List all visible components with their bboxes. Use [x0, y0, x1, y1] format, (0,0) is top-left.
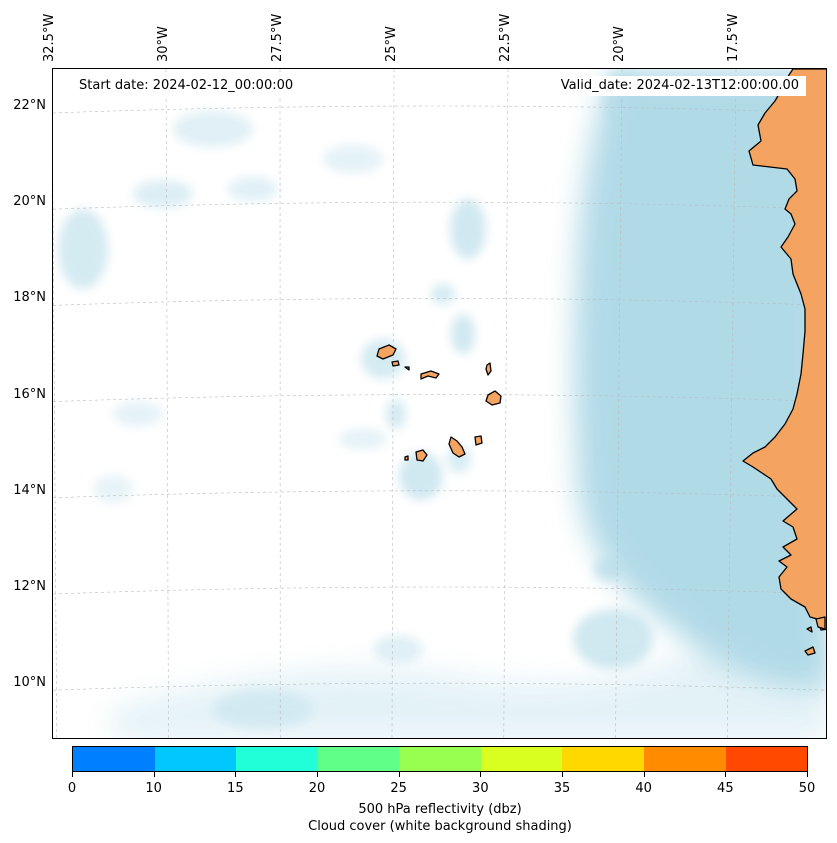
colorbar-segment — [73, 747, 155, 771]
island-boa-vista — [485, 390, 502, 406]
colorbar-tick-label: 35 — [553, 781, 571, 796]
cloud-patch — [431, 284, 455, 304]
cloud-patch — [213, 689, 313, 729]
colorbar-tick-mark — [807, 772, 808, 777]
parallel-line — [53, 586, 826, 595]
cloud-cover-shading — [58, 69, 826, 738]
colorbar-segment — [480, 747, 563, 771]
map-panel[interactable] — [52, 68, 827, 739]
colorbar-subtitle: Cloud cover (white background shading) — [308, 819, 572, 834]
longitude-label: 30°W — [156, 26, 171, 62]
graticule — [53, 69, 826, 738]
valid-date-label: Valid_date: 2024-02-13T12:00:00.00 — [553, 76, 806, 96]
cloud-patch — [323, 145, 383, 173]
parallel-line — [53, 201, 826, 210]
island-santo-antao — [376, 344, 397, 360]
colorbar-segment — [725, 747, 808, 771]
colorbar-segment — [236, 747, 318, 771]
cloud-patch — [93, 475, 133, 503]
cloud-patch — [451, 314, 475, 354]
latitude-label: 20°N — [13, 194, 46, 210]
longitude-label: 25°W — [384, 26, 399, 62]
longitude-label: 22.5°W — [498, 13, 513, 62]
colorbar-tick-label: 50 — [798, 781, 816, 796]
cloud-patch — [113, 402, 163, 426]
island-sal — [485, 362, 492, 376]
cloud-patch — [58, 209, 108, 289]
colorbar-segment — [643, 747, 726, 771]
latitude-label: 22°N — [13, 98, 46, 113]
colorbar-tick-mark — [72, 772, 73, 777]
colorbar-tick-mark — [398, 772, 400, 777]
africa-coastline — [742, 69, 826, 631]
cloud-patch — [386, 399, 406, 429]
longitude-label: 20°W — [612, 26, 627, 62]
longitude-label: 17.5°W — [726, 13, 741, 62]
longitude-label: 27.5°W — [270, 13, 285, 62]
colorbar-segment — [562, 747, 644, 771]
colorbar-tick-mark — [153, 772, 155, 777]
meridian-line — [615, 69, 623, 738]
longitude-label: 32.5°W — [42, 13, 57, 62]
colorbar-tick-mark — [317, 772, 318, 777]
island-santiago — [448, 436, 466, 458]
island-bijagos-1 — [804, 646, 816, 656]
parallel-line — [53, 105, 826, 114]
colorbar-tick-mark — [480, 772, 482, 777]
colorbar-tick-mark — [725, 772, 727, 777]
colorbar-tick-label: 20 — [308, 781, 326, 796]
colorbar-tick-label: 25 — [390, 781, 407, 796]
cloud-band-east — [574, 69, 826, 689]
parallel-line — [53, 490, 826, 499]
latitude-label: 16°N — [13, 386, 46, 402]
parallel-line — [53, 298, 826, 306]
land-masses — [376, 69, 826, 656]
meridian-line — [165, 69, 169, 738]
island-brava — [404, 455, 409, 461]
start-date-label: Start date: 2024-02-12_00:00:00 — [72, 76, 301, 96]
meridian-line — [53, 167, 58, 738]
meridian-line — [391, 69, 395, 738]
island-sao-nicolau — [420, 370, 440, 380]
colorbar-tick-mark — [643, 772, 645, 777]
meridian-line — [503, 69, 509, 738]
colorbar-segment — [154, 747, 237, 771]
colorbar-tick-label: 0 — [67, 781, 77, 796]
map-canvas — [53, 69, 826, 738]
cloud-patch — [573, 609, 653, 669]
latitude-label: 10°N — [13, 675, 46, 691]
colorbar-tick-label: 40 — [635, 781, 652, 796]
colorbar-tick-mark — [562, 772, 563, 777]
colorbar-segment — [317, 747, 400, 771]
island-bijagos-3 — [815, 616, 826, 630]
colorbar-tick-label: 10 — [145, 781, 162, 796]
colorbar-tick-label: 15 — [227, 781, 244, 796]
colorbar-tick-label: 30 — [472, 781, 489, 796]
colorbar-tick-label: 45 — [717, 781, 734, 796]
cloud-patch — [173, 111, 253, 147]
cloud-patch — [339, 429, 387, 449]
cloud-patch — [373, 635, 423, 663]
cloud-patch — [450, 199, 486, 259]
meridian-line — [726, 69, 737, 738]
colorbar-title: 500 hPa reflectivity (dbz) — [358, 802, 522, 817]
cloud-patch — [399, 452, 443, 500]
latitude-label: 12°N — [13, 579, 46, 594]
colorbar-tick-mark — [235, 772, 237, 777]
island-maio — [474, 435, 483, 446]
cloud-patch — [228, 177, 278, 201]
colorbar — [72, 746, 808, 772]
latitude-label: 18°N — [13, 290, 46, 306]
colorbar-segment — [399, 747, 481, 771]
cloud-patch — [593, 557, 623, 581]
parallel-line — [53, 682, 826, 691]
island-sao-vicente — [391, 360, 400, 367]
cloud-patch — [133, 180, 193, 208]
latitude-label: 14°N — [13, 482, 46, 498]
island-fogo — [415, 449, 428, 462]
island-bijagos-2 — [806, 626, 813, 633]
island-santa-luzia — [404, 366, 410, 371]
parallel-line — [53, 394, 826, 402]
